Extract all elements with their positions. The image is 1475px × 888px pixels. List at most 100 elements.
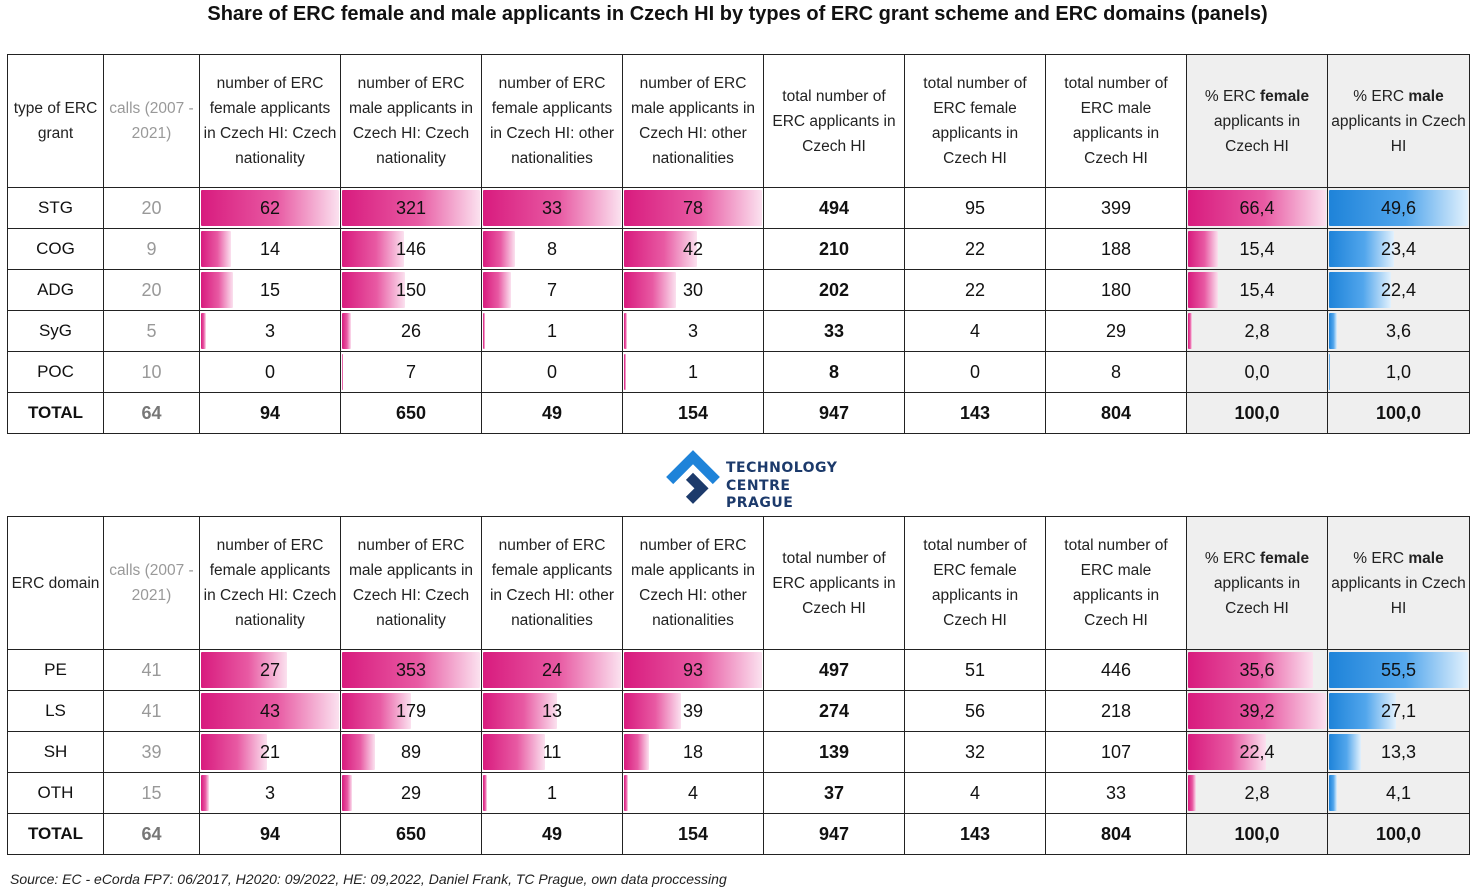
table-row: SyG 5 3 26 1 3 33 4 29 2,8 3,6 bbox=[7, 310, 1470, 352]
cell-value: 154 bbox=[677, 402, 709, 423]
cell-value: 29 bbox=[400, 782, 422, 803]
data-bar bbox=[483, 734, 546, 770]
header-male-other: number of ERC male applicants in Czech H… bbox=[622, 516, 764, 650]
cell-value: 94 bbox=[259, 402, 281, 423]
data-bar bbox=[201, 313, 206, 349]
data-bar bbox=[483, 313, 486, 349]
cell-total: 139 bbox=[763, 731, 905, 773]
cell-value: 150 bbox=[395, 279, 427, 300]
data-bar bbox=[1188, 272, 1219, 308]
cell-female-other: 13 bbox=[481, 690, 623, 732]
cell-value: 33 bbox=[1105, 782, 1127, 803]
cell-value: 20 bbox=[141, 279, 162, 300]
cell-total-female: 56 bbox=[904, 690, 1046, 732]
cell-value: 4 bbox=[969, 320, 980, 341]
cell-value: 95 bbox=[964, 197, 986, 218]
cell-value: 146 bbox=[395, 238, 427, 259]
cell-total-female: 143 bbox=[904, 392, 1046, 434]
cell-value: 7 bbox=[546, 279, 557, 300]
header-pct-male: % ERC male applicants in Czech HI bbox=[1327, 54, 1470, 188]
logo-text-line1: TECHNOLOGY bbox=[726, 460, 838, 476]
cell-value: 64 bbox=[141, 823, 162, 844]
cell-pct-male: 55,5 bbox=[1327, 649, 1470, 691]
cell-male-cz: 353 bbox=[340, 649, 482, 691]
cell-value: 49 bbox=[541, 823, 563, 844]
data-bar bbox=[624, 354, 626, 390]
cell-total-male: 8 bbox=[1045, 351, 1187, 393]
cell-female-cz: 27 bbox=[199, 649, 341, 691]
cell-value: 7 bbox=[405, 361, 416, 382]
cell-value: 15,4 bbox=[1239, 279, 1275, 300]
cell-female-cz: 62 bbox=[199, 187, 341, 229]
table-row: PE 41 27 353 24 93 497 51 446 35,6 55,5 bbox=[7, 649, 1470, 691]
data-bar bbox=[342, 693, 411, 729]
cell-value: 100,0 bbox=[1234, 402, 1280, 423]
header-female-other: number of ERC female applicants in Czech… bbox=[481, 54, 623, 188]
cell-value: 180 bbox=[1100, 279, 1132, 300]
cell-calls: 20 bbox=[103, 269, 200, 311]
cell-calls: 15 bbox=[103, 772, 200, 814]
cell-female-cz: 94 bbox=[199, 392, 341, 434]
cell-value: 2,8 bbox=[1244, 320, 1270, 341]
cell-pct-male: 49,6 bbox=[1327, 187, 1470, 229]
total-row: TOTAL 64 94 650 49 154 947 143 804 100,0 100,0 bbox=[7, 392, 1470, 434]
cell-female-other: 1 bbox=[481, 772, 623, 814]
source-note: Source: EC - eCorda FP7: 06/2017, H2020:… bbox=[10, 871, 727, 887]
data-bar bbox=[624, 734, 650, 770]
cell-value: 100,0 bbox=[1375, 402, 1422, 423]
cell-label: STG bbox=[7, 187, 104, 229]
cell-female-other: 1 bbox=[481, 310, 623, 352]
cell-value: 27,1 bbox=[1380, 700, 1417, 721]
cell-value: 3,6 bbox=[1385, 320, 1412, 341]
header-female-cz: number of ERC female applicants in Czech… bbox=[199, 516, 341, 650]
data-bar bbox=[624, 313, 628, 349]
cell-value: 62 bbox=[259, 197, 281, 218]
cell-male-other: 3 bbox=[622, 310, 764, 352]
cell-value: 4 bbox=[687, 782, 698, 803]
logo-text-line2: CENTRE PRAGUE bbox=[726, 478, 794, 511]
data-bar bbox=[483, 190, 621, 226]
cell-value: ADG bbox=[37, 280, 74, 299]
data-bar bbox=[1329, 190, 1468, 226]
header-erc-domain: ERC domain bbox=[7, 516, 104, 650]
cell-female-cz: 3 bbox=[199, 310, 341, 352]
data-bar bbox=[1329, 652, 1468, 688]
data-bar bbox=[1329, 775, 1338, 811]
cell-value: 15,4 bbox=[1239, 238, 1275, 259]
cell-value: 4 bbox=[969, 782, 980, 803]
cell-pct-male: 23,4 bbox=[1327, 228, 1470, 270]
data-bar bbox=[624, 693, 681, 729]
cell-value: 43 bbox=[259, 700, 281, 721]
cell-total-female: 32 bbox=[904, 731, 1046, 773]
data-bar bbox=[483, 775, 487, 811]
cell-value: 5 bbox=[146, 320, 157, 341]
header-pct-male: % ERC male applicants in Czech HI bbox=[1327, 516, 1470, 650]
cell-value: 55,5 bbox=[1380, 659, 1417, 680]
cell-value: 947 bbox=[818, 402, 850, 423]
cell-pct-female: 100,0 bbox=[1186, 392, 1328, 434]
cell-value: 139 bbox=[818, 741, 850, 762]
cell-total-male: 399 bbox=[1045, 187, 1187, 229]
cell-value: 18 bbox=[682, 741, 704, 762]
cell-female-cz: 0 bbox=[199, 351, 341, 393]
data-bar bbox=[624, 190, 762, 226]
chart-title: Share of ERC female and male applicants … bbox=[207, 3, 1268, 25]
data-bar bbox=[342, 775, 352, 811]
data-bar bbox=[1329, 231, 1394, 267]
cell-female-other: 49 bbox=[481, 392, 623, 434]
cell-value: 37 bbox=[823, 782, 845, 803]
cell-total: 947 bbox=[763, 813, 905, 855]
cell-value: 22 bbox=[964, 279, 986, 300]
cell-total-male: 188 bbox=[1045, 228, 1187, 270]
cell-value: 154 bbox=[677, 823, 709, 844]
cell-total-female: 51 bbox=[904, 649, 1046, 691]
cell-value: 15 bbox=[141, 782, 162, 803]
cell-male-cz: 146 bbox=[340, 228, 482, 270]
cell-total-male: 107 bbox=[1045, 731, 1187, 773]
data-bar bbox=[1188, 190, 1326, 226]
cell-total-female: 4 bbox=[904, 310, 1046, 352]
cell-value: 78 bbox=[682, 197, 704, 218]
data-bar bbox=[624, 775, 629, 811]
cell-value: 56 bbox=[964, 700, 986, 721]
data-bar bbox=[201, 652, 287, 688]
